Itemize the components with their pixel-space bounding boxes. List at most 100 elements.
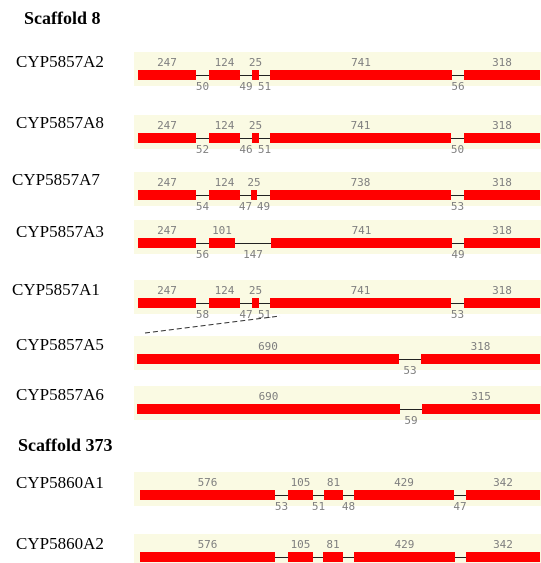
exon-length-label: 429 xyxy=(394,538,415,551)
exon-block xyxy=(354,552,455,562)
intron-line xyxy=(196,75,209,76)
exon-length-label: 25 xyxy=(247,176,261,189)
intron-length-label: 52 xyxy=(195,143,210,156)
gene-track xyxy=(134,220,541,254)
intron-line xyxy=(399,359,421,360)
exon-block xyxy=(464,298,540,308)
intron-length-label: 46 xyxy=(239,143,253,156)
intron-length-label: 51 xyxy=(257,80,272,93)
gene-track xyxy=(134,472,541,506)
exon-length-label: 741 xyxy=(350,119,371,132)
exon-block xyxy=(138,190,196,200)
exon-block xyxy=(421,354,540,364)
intron-line xyxy=(452,243,464,244)
gene-label: CYP5860A2 xyxy=(16,534,104,553)
exon-length-label: 576 xyxy=(197,538,218,551)
dashed-leader xyxy=(144,315,281,334)
exon-block xyxy=(209,298,240,308)
intron-line xyxy=(196,195,209,196)
exon-block xyxy=(270,133,451,143)
intron-length-label: 47 xyxy=(453,500,467,513)
exon-block xyxy=(464,190,540,200)
gene-label: CYP5857A6 xyxy=(16,385,104,404)
intron-line xyxy=(259,138,270,139)
intron-length-label: 54 xyxy=(195,200,210,213)
gene-track xyxy=(134,172,541,206)
exon-length-label: 247 xyxy=(157,224,177,237)
exon-length-label: 690 xyxy=(258,390,279,403)
intron-line xyxy=(259,303,270,304)
scaffold-title: Scaffold 8 xyxy=(24,8,101,28)
gene-label: CYP5857A2 xyxy=(16,52,104,71)
exon-block xyxy=(209,238,235,248)
exon-length-label: 342 xyxy=(493,476,513,489)
gene-label: CYP5857A3 xyxy=(16,222,104,241)
intron-length-label: 56 xyxy=(451,80,465,93)
exon-length-label: 101 xyxy=(212,224,232,237)
exon-length-label: 318 xyxy=(492,284,512,297)
intron-line xyxy=(313,495,324,496)
exon-length-label: 741 xyxy=(350,284,371,297)
gene-track xyxy=(134,52,541,86)
exon-block xyxy=(354,490,454,500)
gene-label: CYP5857A8 xyxy=(16,113,104,132)
exon-length-label: 342 xyxy=(493,538,513,551)
exon-length-label: 124 xyxy=(214,176,235,189)
intron-length-label: 56 xyxy=(195,248,210,261)
intron-length-label: 53 xyxy=(274,500,289,513)
exon-block xyxy=(464,238,540,248)
intron-length-label: 59 xyxy=(404,414,418,427)
exon-block xyxy=(466,552,540,562)
intron-length-label: 50 xyxy=(195,80,210,93)
intron-length-label: 51 xyxy=(311,500,326,513)
exon-length-label: 738 xyxy=(350,176,371,189)
exon-length-label: 429 xyxy=(394,476,414,489)
gene-label: CYP5857A1 xyxy=(12,280,100,299)
intron-line xyxy=(196,303,209,304)
exon-length-label: 690 xyxy=(258,340,278,353)
exon-block xyxy=(270,70,452,80)
exon-block xyxy=(209,190,240,200)
gene-label: CYP5857A7 xyxy=(12,170,100,189)
intron-line xyxy=(259,75,270,76)
exon-length-label: 315 xyxy=(471,390,491,403)
exon-length-label: 25 xyxy=(248,284,263,297)
intron-line xyxy=(452,75,464,76)
intron-line xyxy=(240,138,252,139)
intron-length-label: 58 xyxy=(195,308,210,321)
exon-length-label: 741 xyxy=(351,56,371,69)
exon-block xyxy=(422,404,540,414)
intron-length-label: 49 xyxy=(256,200,271,213)
exon-block xyxy=(252,298,259,308)
exon-block xyxy=(140,490,275,500)
exon-block xyxy=(138,133,196,143)
exon-length-label: 81 xyxy=(326,538,340,551)
gene-label: CYP5860A1 xyxy=(16,473,104,492)
exon-length-label: 318 xyxy=(492,224,512,237)
exon-block xyxy=(466,490,540,500)
exon-length-label: 247 xyxy=(157,176,177,189)
exon-block xyxy=(271,238,452,248)
exon-length-label: 25 xyxy=(248,56,263,69)
exon-length-label: 318 xyxy=(492,119,512,132)
exon-length-label: 247 xyxy=(157,56,177,69)
exon-block xyxy=(464,70,540,80)
exon-block xyxy=(324,490,343,500)
exon-block xyxy=(270,298,451,308)
intron-line xyxy=(235,243,271,244)
exon-block xyxy=(251,190,257,200)
intron-length-label: 51 xyxy=(257,143,272,156)
intron-line xyxy=(451,138,464,139)
gene-track xyxy=(134,386,541,420)
intron-length-label: 53 xyxy=(403,364,417,377)
scaffold-title: Scaffold 373 xyxy=(18,435,113,455)
exon-length-label: 318 xyxy=(470,340,491,353)
intron-length-label: 147 xyxy=(243,248,263,261)
exon-length-label: 576 xyxy=(197,476,218,489)
exon-length-label: 105 xyxy=(290,476,311,489)
exon-block xyxy=(137,404,400,414)
intron-length-label: 49 xyxy=(239,80,253,93)
exon-block xyxy=(138,70,196,80)
